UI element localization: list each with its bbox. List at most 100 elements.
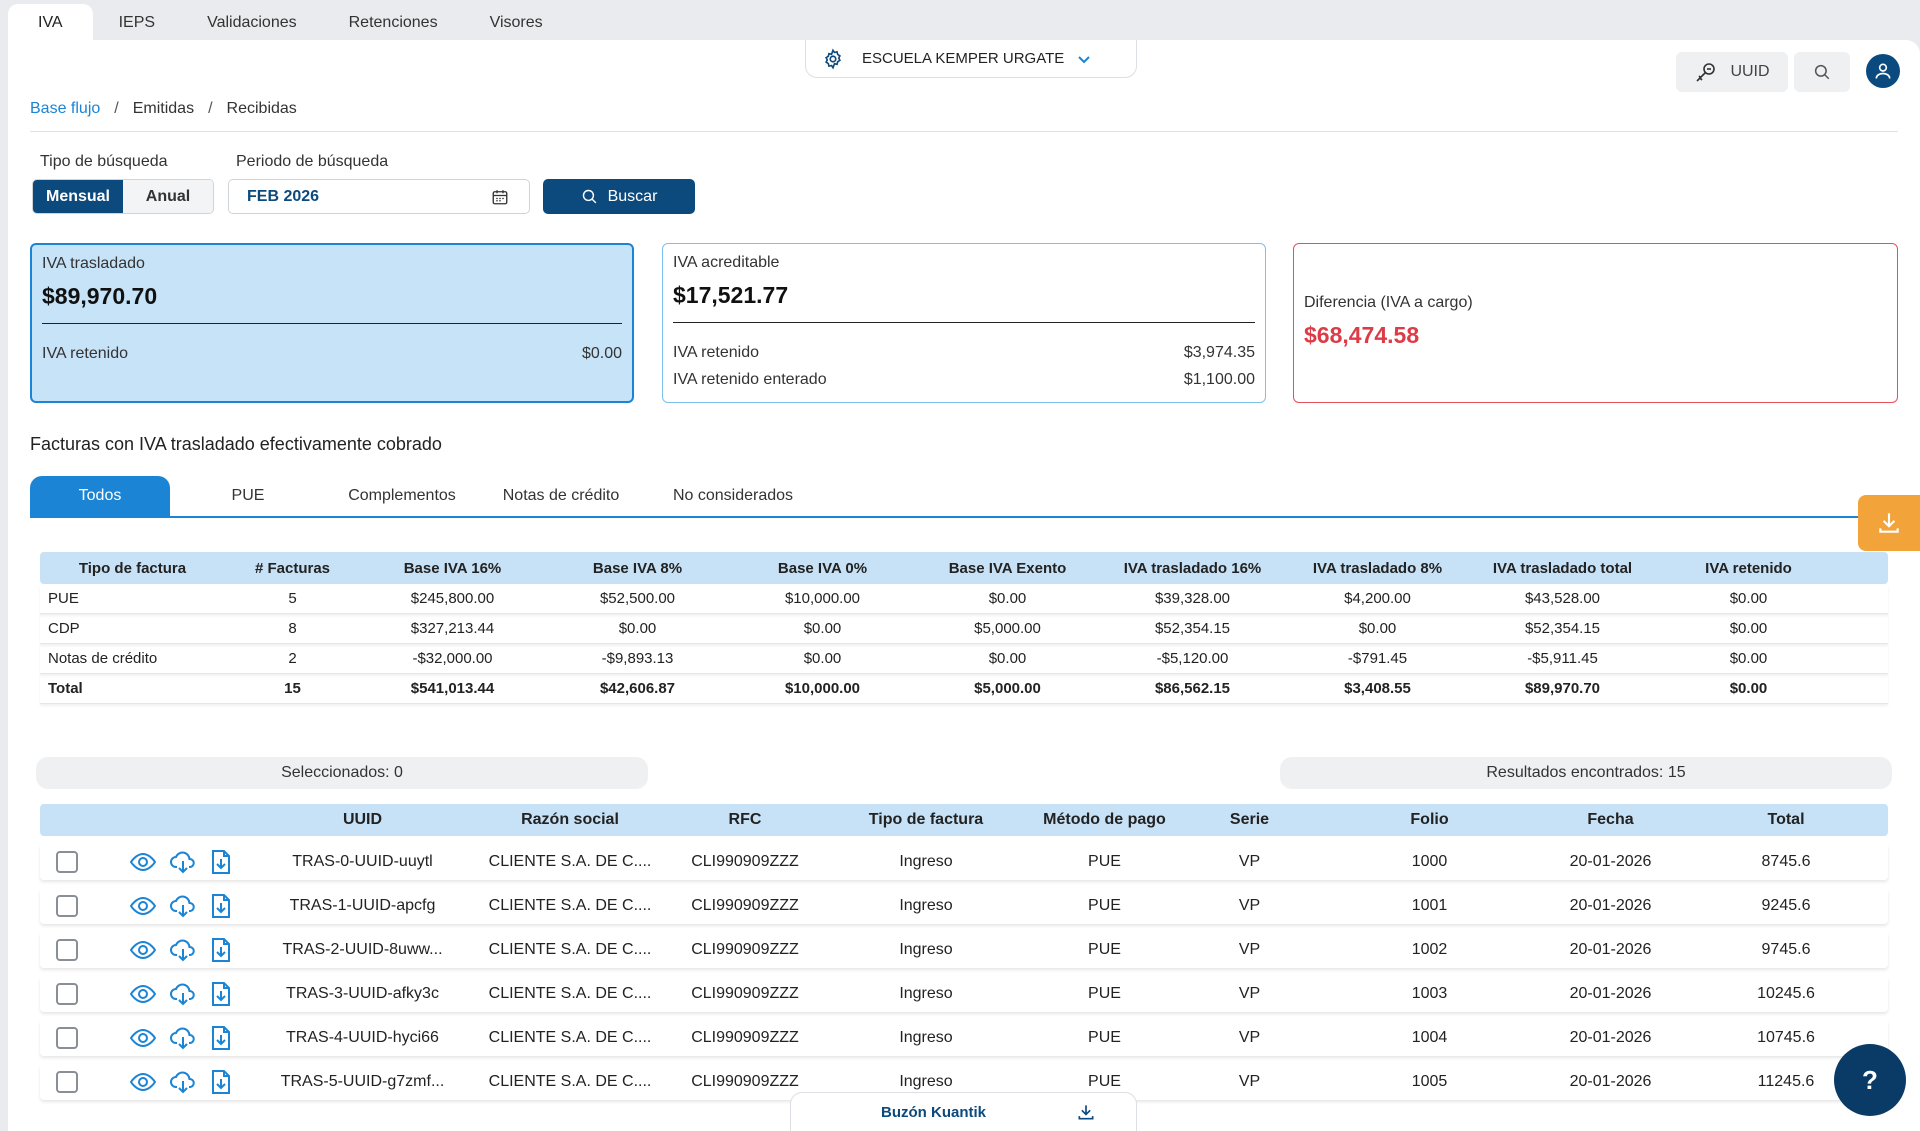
table-row: TRAS-0-UUID-uuytl CLIENTE S.A. DE C.... CL… bbox=[40, 844, 1888, 880]
global-search-button[interactable] bbox=[1794, 52, 1850, 92]
summary-cell: $0.00 bbox=[1729, 650, 1768, 667]
summary-cell: $52,354.15 bbox=[1524, 620, 1601, 637]
uuid-search-button[interactable]: UUID bbox=[1676, 52, 1788, 92]
cloud-download-icon[interactable] bbox=[170, 894, 196, 918]
invoice-cell: Ingreso bbox=[899, 897, 953, 914]
toggle-anual[interactable]: Anual bbox=[123, 180, 213, 213]
tab-ieps[interactable]: IEPS bbox=[118, 14, 156, 31]
eye-icon[interactable] bbox=[130, 1028, 156, 1048]
download-side-button[interactable] bbox=[1858, 495, 1920, 551]
tab-no-considerados[interactable]: No considerados bbox=[672, 487, 794, 504]
file-download-icon[interactable] bbox=[210, 1069, 232, 1095]
summary-cell: $43,528.00 bbox=[1524, 590, 1601, 607]
eye-icon[interactable] bbox=[130, 940, 156, 960]
invoice-col-header[interactable]: UUID bbox=[342, 811, 383, 828]
eye-icon[interactable] bbox=[130, 896, 156, 916]
tab-retenciones[interactable]: Retenciones bbox=[348, 14, 438, 31]
module-tabs: IVA IEPS Validaciones Retenciones Visore… bbox=[0, 0, 1920, 42]
invoice-col-header[interactable]: Serie bbox=[1229, 811, 1270, 828]
tab-pue[interactable]: PUE bbox=[231, 487, 265, 504]
user-avatar[interactable] bbox=[1866, 54, 1900, 88]
invoice-cell: PUE bbox=[1088, 853, 1121, 870]
tab-complementos[interactable]: Complementos bbox=[348, 487, 456, 504]
invoice-col-header[interactable]: Folio bbox=[1410, 811, 1449, 828]
summary-cell: 8 bbox=[288, 620, 297, 637]
cloud-download-icon[interactable] bbox=[170, 938, 196, 962]
calendar-icon[interactable] bbox=[491, 188, 509, 206]
row-value: $3,974.35 bbox=[1183, 344, 1255, 361]
invoice-cell: 20-01-2026 bbox=[1569, 853, 1652, 870]
eye-icon[interactable] bbox=[130, 852, 156, 872]
cloud-download-icon[interactable] bbox=[170, 850, 196, 874]
card-iva-acreditable: IVA acreditable $17,521.77 IVA retenido … bbox=[662, 243, 1266, 403]
summary-cell: $39,328.00 bbox=[1154, 590, 1231, 607]
breadcrumb-emitidas[interactable]: Emitidas bbox=[132, 100, 195, 117]
tab-todos[interactable]: Todos bbox=[30, 476, 170, 516]
invoice-cell: CLIENTE S.A. DE C.... bbox=[488, 985, 652, 1002]
eye-icon[interactable] bbox=[130, 1072, 156, 1092]
buzon-kuantik-bar[interactable]: Buzón Kuantik bbox=[790, 1092, 1137, 1131]
invoice-cell: CLI990909ZZZ bbox=[691, 1029, 799, 1046]
invoice-cell: 1005 bbox=[1411, 1073, 1448, 1090]
file-download-icon[interactable] bbox=[210, 849, 232, 875]
file-download-icon[interactable] bbox=[210, 981, 232, 1007]
cloud-download-icon[interactable] bbox=[170, 982, 196, 1006]
summary-cell: -$32,000.00 bbox=[412, 650, 493, 667]
summary-row: CDP 8 $327,213.44 $0.00 $0.00 $5,000.00 $52,35… bbox=[40, 614, 1888, 644]
invoice-col-header[interactable]: Método de pago bbox=[1043, 811, 1166, 828]
file-download-icon[interactable] bbox=[210, 937, 232, 963]
main-panel: ESCUELA KEMPER URGATE UUID Base flujo / … bbox=[8, 40, 1920, 1131]
tab-validaciones[interactable]: Validaciones bbox=[207, 14, 297, 31]
card-value: $68,474.58 bbox=[1304, 322, 1420, 348]
user-icon bbox=[1875, 63, 1891, 79]
row-checkbox[interactable] bbox=[56, 983, 78, 1005]
chevron-down-icon bbox=[1078, 55, 1090, 63]
tab-visores[interactable]: Visores bbox=[489, 14, 543, 31]
invoice-cell: VP bbox=[1238, 1029, 1261, 1046]
cloud-download-icon[interactable] bbox=[170, 1070, 196, 1094]
summary-col-header: Base IVA Exento bbox=[948, 559, 1067, 577]
eye-icon[interactable] bbox=[130, 984, 156, 1004]
invoice-cell: VP bbox=[1238, 897, 1261, 914]
row-checkbox[interactable] bbox=[56, 1071, 78, 1093]
divider bbox=[30, 131, 1898, 132]
invoice-cell: CLI990909ZZZ bbox=[691, 1073, 799, 1090]
invoice-cell: TRAS-3-UUID-afky3c bbox=[286, 985, 439, 1002]
file-download-icon[interactable] bbox=[210, 893, 232, 919]
summary-cell: $10,000.00 bbox=[784, 680, 861, 697]
cloud-download-icon[interactable] bbox=[170, 1026, 196, 1050]
invoice-col-header[interactable]: RFC bbox=[728, 811, 762, 828]
row-checkbox[interactable] bbox=[56, 1027, 78, 1049]
row-label: IVA retenido bbox=[42, 345, 128, 362]
table-row: TRAS-3-UUID-afky3c CLIENTE S.A. DE C.... C… bbox=[40, 976, 1888, 1012]
invoice-cell: VP bbox=[1238, 941, 1261, 958]
invoice-cell: 1000 bbox=[1411, 853, 1448, 870]
invoice-col-header[interactable]: Razón social bbox=[521, 811, 619, 828]
file-download-icon[interactable] bbox=[210, 1025, 232, 1051]
invoice-col-header[interactable]: Tipo de factura bbox=[868, 811, 984, 828]
invoice-type-tabs: Todos PUE Complementos Notas de crédito … bbox=[30, 476, 1898, 518]
invoice-cell: VP bbox=[1238, 853, 1261, 870]
summary-cell: $5,000.00 bbox=[974, 680, 1041, 697]
row-checkbox[interactable] bbox=[56, 895, 78, 917]
invoice-cell: 9245.6 bbox=[1761, 897, 1811, 914]
toggle-mensual[interactable]: Mensual bbox=[33, 180, 123, 213]
key-search-icon bbox=[1696, 63, 1716, 82]
download-icon[interactable] bbox=[1076, 1102, 1096, 1122]
row-checkbox[interactable] bbox=[56, 939, 78, 961]
invoice-col-header[interactable]: Fecha bbox=[1587, 811, 1634, 828]
tab-iva[interactable]: IVA bbox=[8, 4, 93, 42]
invoice-cell: 10245.6 bbox=[1757, 985, 1815, 1002]
summary-header: Tipo de factura # Facturas Base IVA 16% Bas… bbox=[40, 552, 1888, 584]
summary-cell: Notas de crédito bbox=[48, 650, 158, 667]
summary-total-row: Total 15 $541,013.44 $42,606.87 $10,000.00 $5… bbox=[40, 674, 1888, 704]
breadcrumb-recibidas[interactable]: Recibidas bbox=[226, 100, 297, 117]
company-selector[interactable]: ESCUELA KEMPER URGATE bbox=[805, 40, 1137, 78]
tab-notas-credito[interactable]: Notas de crédito bbox=[502, 487, 620, 504]
period-input[interactable]: FEB 2026 bbox=[228, 179, 530, 214]
breadcrumb-base-flujo[interactable]: Base flujo bbox=[30, 100, 101, 117]
invoice-col-header[interactable]: Total bbox=[1767, 811, 1805, 828]
row-checkbox[interactable] bbox=[56, 851, 78, 873]
buscar-button[interactable]: Buscar bbox=[543, 179, 695, 214]
help-button[interactable]: ? bbox=[1834, 1044, 1906, 1116]
